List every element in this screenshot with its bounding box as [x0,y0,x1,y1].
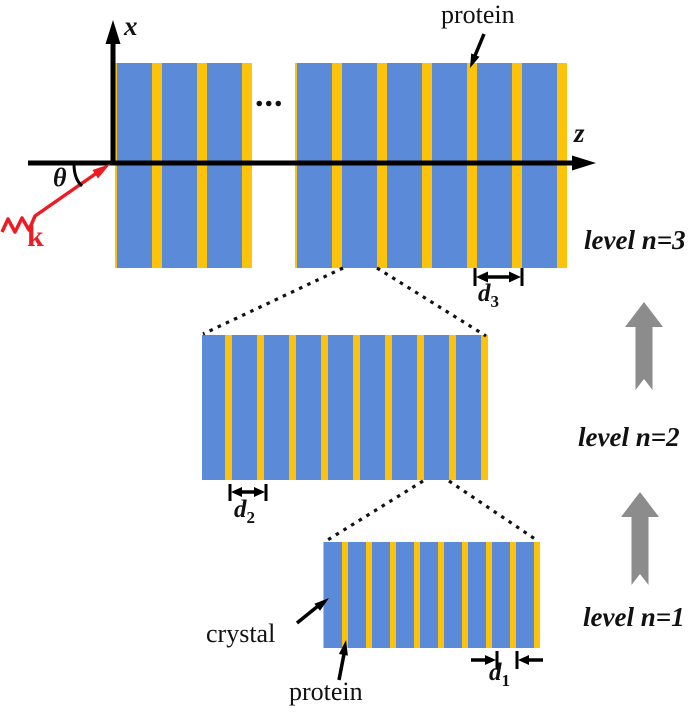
d1-label: d1 [489,659,511,690]
level1-label: level n=1 [583,602,685,632]
gray-up-arrow-level1-to-level2 [621,492,659,585]
d1-base: d [489,659,502,686]
protein-top-label: protein [441,0,515,29]
crystal-label: crystal [206,619,276,648]
level3-right-block [295,63,567,268]
zoom-lines-level3-to-level2 [202,266,487,338]
zoom-lines-level2-to-level1 [325,479,539,543]
level2-label: level n=2 [578,422,680,452]
ellipsis: ... [255,77,284,114]
d3-base: d [478,280,491,307]
d2-sub: 2 [246,508,256,527]
level3-label: level n=3 [584,225,686,255]
d3-sub: 3 [490,292,500,311]
level2-block [202,335,488,480]
d1-sub: 1 [501,671,511,690]
d2-label: d2 [234,496,256,527]
theta-arc [72,163,84,188]
level3-left-block [115,63,252,268]
theta-label: θ [53,163,67,192]
x-axis-label: x [124,11,138,41]
d2-base: d [234,496,247,523]
z-axis-label: z [574,118,585,148]
d3-label: d3 [478,280,500,311]
protein-bottom-label: protein [289,677,363,706]
gray-up-arrow-level2-to-level3 [625,302,663,390]
level1-block [323,542,540,648]
k-vector-label: k [27,220,44,253]
